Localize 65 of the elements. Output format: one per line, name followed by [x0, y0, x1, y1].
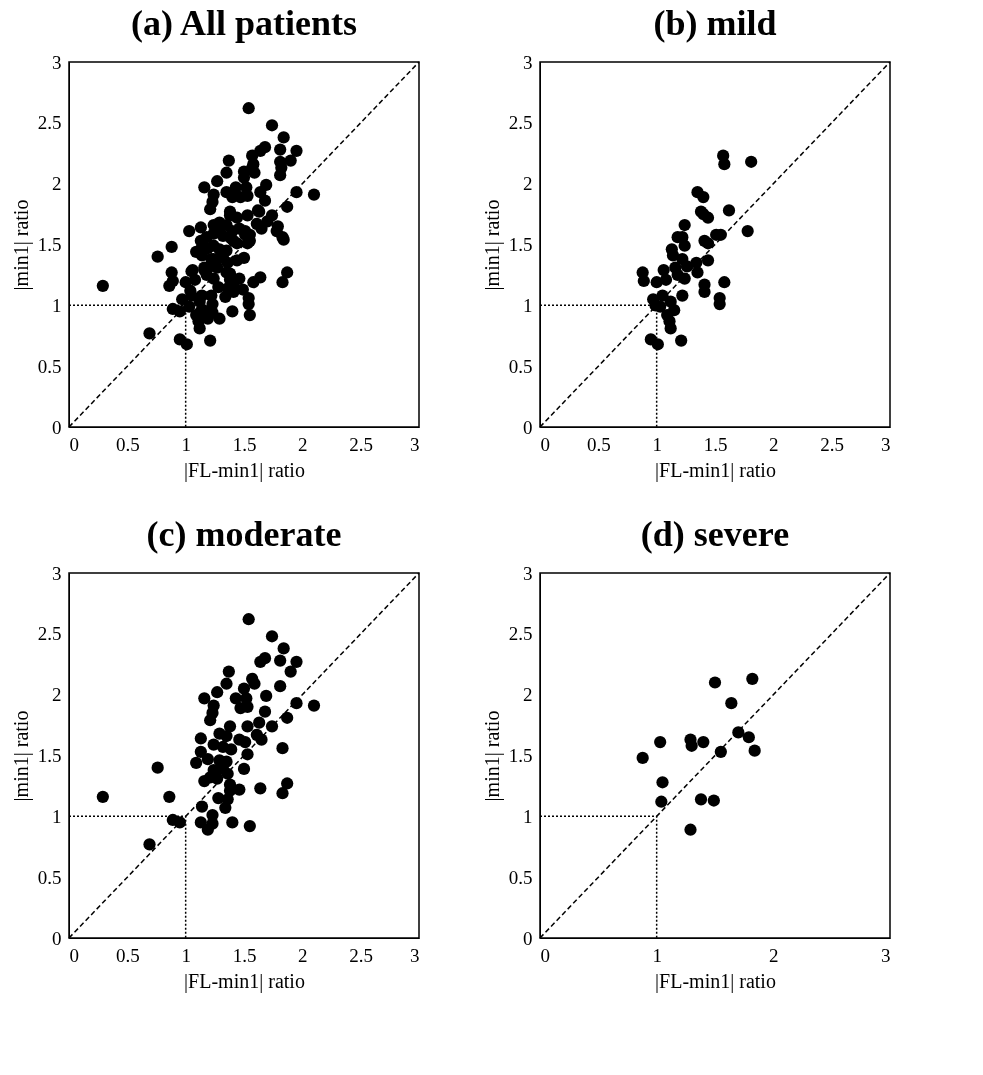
y-tick-label: 0	[52, 416, 62, 438]
x-tick-label: 1	[181, 944, 191, 966]
x-tick-label: 3	[881, 944, 891, 966]
y-tick-label: 0.5	[37, 355, 62, 377]
chart-title: (b) mild	[653, 3, 777, 43]
x-tick-label: 0.5	[586, 433, 611, 455]
y-tick-label: 1.5	[508, 234, 533, 255]
y-tick-label: 3	[52, 51, 62, 73]
x-tick-label: 3	[410, 433, 420, 455]
x-tick-label: 2.5	[820, 433, 845, 455]
y-tick-label: 3	[523, 51, 533, 73]
x-tick-label: 0	[69, 944, 79, 966]
chart-title: (a) All patients	[130, 3, 358, 43]
x-tick-label: 0.5	[115, 433, 140, 455]
y-tick-label: 1.5	[37, 745, 62, 766]
y-tick-label: 0	[523, 416, 533, 438]
chart-title: (d) severe	[640, 514, 790, 554]
x-tick-label: 1	[652, 433, 662, 455]
y-tick-label: 1	[523, 294, 533, 316]
y-tick-label: 1	[52, 805, 62, 827]
y-tick-label: 2	[523, 684, 533, 706]
y-tick-label: 2	[52, 173, 62, 195]
y-tick-label: 1	[523, 805, 533, 827]
y-axis-title: |min1| ratio	[9, 199, 33, 291]
y-tick-label: 2.5	[37, 623, 62, 645]
x-tick-label: 3	[881, 433, 891, 455]
y-tick-label: 1	[52, 294, 62, 316]
y-tick-label: 3	[52, 562, 62, 584]
x-tick-label: 2	[769, 433, 779, 455]
x-tick-label: 1.5	[703, 433, 728, 455]
y-tick-label: 0.5	[37, 866, 62, 888]
x-axis-title: |FL-min1| ratio	[655, 458, 776, 482]
x-tick-label: 0.5	[115, 944, 140, 966]
x-axis-title: |FL-min1| ratio	[184, 969, 305, 993]
chart-title: (c) moderate	[146, 514, 342, 554]
x-tick-label: 2.5	[349, 433, 374, 455]
x-tick-label: 0	[69, 433, 79, 455]
x-tick-label: 3	[410, 944, 420, 966]
x-tick-label: 1	[181, 433, 191, 455]
y-tick-label: 2	[523, 173, 533, 195]
y-tick-label: 1.5	[37, 234, 62, 255]
x-tick-label: 0	[540, 944, 550, 966]
x-tick-label: 1.5	[232, 944, 257, 966]
y-axis-title: |min1| ratio	[480, 199, 504, 291]
y-tick-label: 2.5	[37, 112, 62, 134]
y-tick-label: 1.5	[508, 745, 533, 766]
y-tick-label: 0	[52, 927, 62, 949]
y-tick-label: 0.5	[508, 355, 533, 377]
x-tick-label: 2.5	[349, 944, 374, 966]
x-tick-label: 2	[769, 944, 779, 966]
y-tick-label: 2.5	[508, 112, 533, 134]
x-tick-label: 1.5	[232, 433, 257, 455]
y-tick-label: 2	[52, 684, 62, 706]
x-axis-title: |FL-min1| ratio	[655, 969, 776, 993]
y-tick-label: 0	[523, 927, 533, 949]
y-axis-title: |min1| ratio	[9, 710, 33, 802]
x-axis-title: |FL-min1| ratio	[184, 458, 305, 482]
y-tick-label: 2.5	[508, 623, 533, 645]
x-tick-label: 2	[298, 433, 308, 455]
y-axis-title: |min1| ratio	[480, 710, 504, 802]
y-tick-label: 3	[523, 562, 533, 584]
x-tick-label: 2	[298, 944, 308, 966]
y-tick-label: 0.5	[508, 866, 533, 888]
x-tick-label: 0	[540, 433, 550, 455]
x-tick-label: 1	[652, 944, 662, 966]
